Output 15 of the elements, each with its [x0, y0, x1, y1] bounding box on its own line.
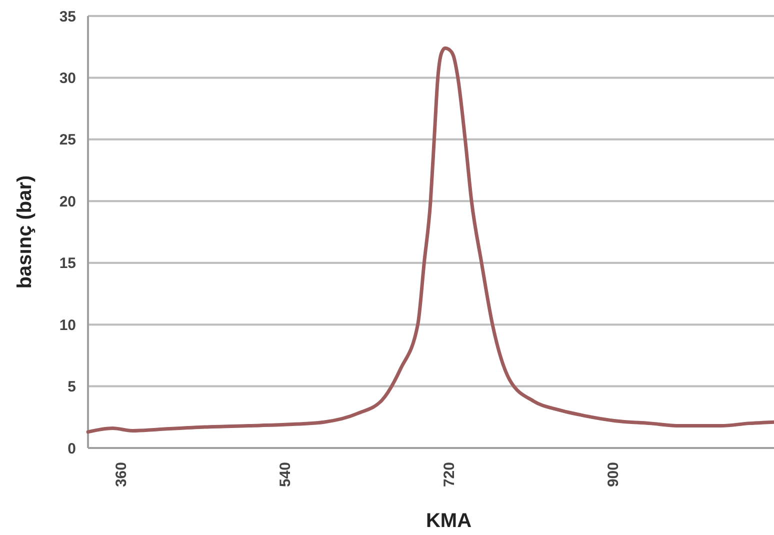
- y-tick-label: 10: [59, 316, 76, 334]
- y-tick-label: 0: [68, 440, 76, 458]
- y-tick-label: 20: [59, 193, 76, 210]
- x-tick-label: 360: [113, 462, 130, 488]
- y-tick-label: 25: [59, 132, 76, 149]
- x-tick-label: 720: [441, 462, 458, 488]
- x-axis-title: KMA: [426, 510, 472, 532]
- x-tick-label: 540: [277, 462, 294, 488]
- y-tick-label: 30: [59, 70, 76, 87]
- x-tick-label: 900: [605, 462, 622, 488]
- y-tick-label: 35: [59, 8, 76, 26]
- y-axis-title: basınç (bar): [14, 175, 36, 289]
- line-series: [86, 46, 774, 434]
- y-tick-label: 15: [59, 255, 76, 272]
- y-tick-label: 5: [68, 378, 76, 396]
